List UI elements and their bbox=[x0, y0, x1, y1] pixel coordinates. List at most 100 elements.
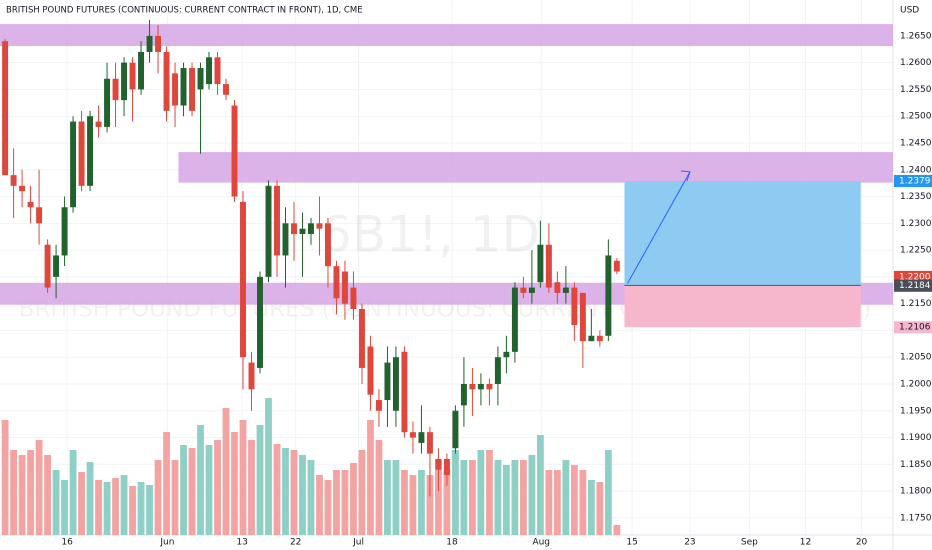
volume-bar bbox=[10, 450, 17, 535]
y-tick-label: 1.2350 bbox=[900, 192, 932, 202]
volume-bar bbox=[519, 460, 527, 535]
volume-bar bbox=[18, 455, 26, 535]
candle-body bbox=[223, 84, 229, 95]
volume-bar bbox=[341, 470, 349, 535]
volume-bar bbox=[613, 525, 621, 535]
volume-bar bbox=[61, 480, 68, 535]
candle-body bbox=[70, 121, 77, 208]
volume-bar bbox=[256, 425, 264, 535]
candle-body bbox=[316, 223, 323, 229]
x-tick-label: 15 bbox=[626, 538, 637, 548]
volume-bar bbox=[486, 450, 493, 535]
candle-body bbox=[571, 287, 578, 326]
volume-bar bbox=[553, 470, 561, 535]
candle-body bbox=[257, 276, 263, 368]
volume-bar bbox=[401, 470, 408, 535]
volume-bar bbox=[426, 475, 434, 535]
y-tick-label: 1.2300 bbox=[900, 219, 932, 229]
volume-bar bbox=[103, 482, 111, 535]
x-tick-label: Aug bbox=[532, 538, 550, 548]
candle-body bbox=[554, 282, 561, 293]
candle-body bbox=[528, 287, 535, 293]
candle-body bbox=[291, 223, 297, 235]
target-tag: 1.2379 bbox=[899, 177, 931, 187]
candle-body bbox=[503, 351, 510, 358]
x-tick-label: Jun bbox=[159, 538, 174, 548]
candle-body bbox=[121, 62, 128, 101]
volume-bar bbox=[435, 460, 442, 535]
candle-body bbox=[324, 223, 331, 267]
volume-bar bbox=[137, 482, 145, 535]
volume-bar bbox=[545, 470, 553, 535]
candle-body bbox=[299, 228, 306, 235]
y-tick-label: 1.1950 bbox=[900, 406, 932, 416]
candle-body bbox=[418, 432, 425, 443]
volume-bar bbox=[562, 460, 570, 535]
volume-bar bbox=[503, 465, 510, 535]
volume-bar bbox=[511, 460, 519, 535]
volume-bar bbox=[1, 420, 9, 535]
volume-bar bbox=[494, 460, 502, 535]
x-tick-label: Jul bbox=[352, 538, 364, 548]
candle-body bbox=[112, 78, 119, 101]
candle-body bbox=[138, 51, 145, 90]
candle-body bbox=[10, 175, 17, 186]
volume-bar bbox=[239, 420, 247, 535]
candle-body bbox=[2, 41, 9, 176]
candle-body bbox=[426, 432, 433, 454]
candle-body bbox=[333, 266, 340, 299]
candle-body bbox=[248, 362, 255, 390]
volume-bar bbox=[231, 432, 238, 535]
candle-body bbox=[146, 35, 153, 52]
volume-bar bbox=[222, 408, 230, 535]
candle-body bbox=[155, 35, 162, 52]
volume-bar bbox=[477, 450, 485, 535]
candle-body bbox=[214, 57, 221, 85]
candle-body bbox=[443, 458, 450, 476]
volume-bar bbox=[154, 460, 162, 535]
volume-bar bbox=[460, 460, 468, 535]
volume-bar bbox=[299, 455, 306, 535]
candle-body bbox=[494, 357, 501, 384]
candle-body bbox=[452, 410, 459, 449]
volume-bar bbox=[443, 470, 451, 535]
x-tick-label: 20 bbox=[856, 538, 868, 548]
y-tick-label: 1.2500 bbox=[900, 112, 932, 122]
candle-body bbox=[231, 105, 238, 197]
y-tick-label: 1.1900 bbox=[900, 433, 932, 443]
volume-bar bbox=[604, 450, 612, 535]
candle-body bbox=[129, 62, 136, 90]
volume-bar bbox=[290, 450, 298, 535]
candle-body bbox=[87, 116, 94, 186]
volume-bar bbox=[282, 448, 289, 535]
volume-bar bbox=[95, 480, 102, 535]
candle-body bbox=[95, 121, 102, 127]
y-tick-label: 1.2000 bbox=[900, 379, 932, 389]
candle-body bbox=[401, 351, 408, 433]
volume-bar bbox=[146, 485, 153, 535]
volume-bar bbox=[112, 478, 119, 535]
candle-body bbox=[265, 185, 272, 277]
volume-bar bbox=[587, 480, 595, 535]
arrow bbox=[627, 171, 691, 284]
candle-body bbox=[350, 287, 357, 310]
candle-body bbox=[469, 383, 476, 390]
y-tick-label: 1.1800 bbox=[900, 487, 932, 497]
candle-body bbox=[613, 260, 620, 272]
volume-bar bbox=[35, 440, 43, 535]
volume-bar bbox=[78, 472, 85, 535]
x-tick-label: 12 bbox=[800, 538, 811, 548]
x-tick-label: 16 bbox=[61, 538, 73, 548]
candle-body bbox=[367, 346, 374, 395]
volume-bar bbox=[265, 398, 272, 535]
volume-bar bbox=[205, 445, 213, 535]
volume-bar bbox=[44, 455, 51, 535]
y-tick-label: 1.2450 bbox=[900, 138, 932, 148]
candle-body bbox=[197, 68, 204, 90]
candle-body bbox=[163, 51, 170, 111]
candle-body bbox=[61, 207, 68, 256]
volume-bar bbox=[180, 445, 187, 535]
candle-body bbox=[545, 244, 552, 288]
volume-bar bbox=[273, 444, 281, 535]
